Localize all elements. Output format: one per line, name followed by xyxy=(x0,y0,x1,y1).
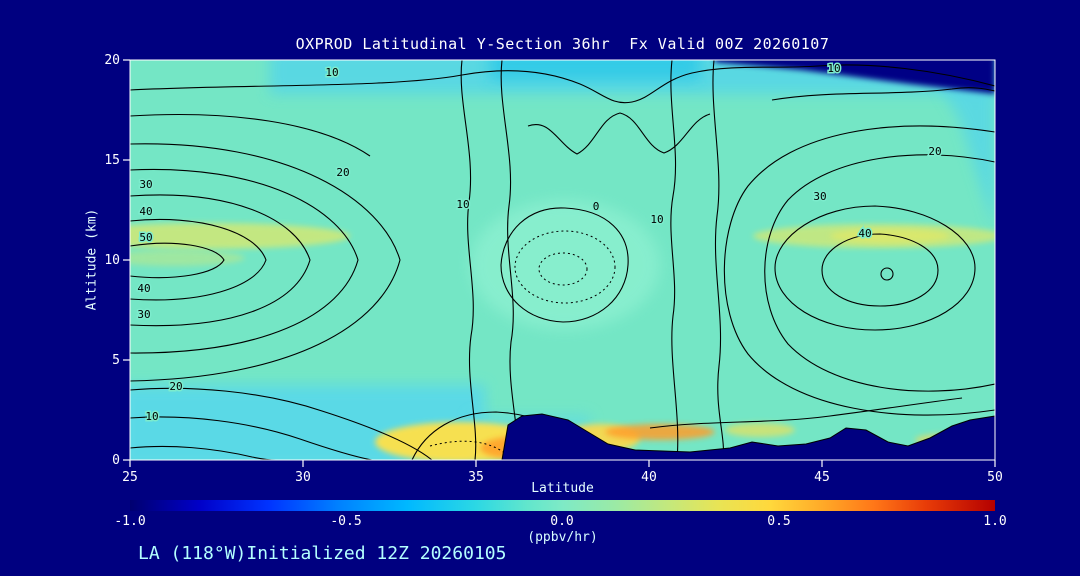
contour-line xyxy=(880,267,894,281)
contour-line xyxy=(670,60,679,460)
x-tick-label: 25 xyxy=(122,470,138,485)
contour-label: 20 xyxy=(928,145,941,158)
contour-label: 40 xyxy=(139,205,152,218)
contour-label: 30 xyxy=(137,308,150,321)
contour-lines-layer xyxy=(130,60,995,460)
colorbar-tick-label: 0.0 xyxy=(550,514,574,529)
contour-label: 10 xyxy=(456,198,469,211)
contour-label: 10 xyxy=(325,66,338,79)
colorbar-tick-label: -0.5 xyxy=(330,514,362,529)
y-tick-label: 15 xyxy=(104,153,120,168)
shading-blob xyxy=(490,60,700,80)
shading-blob xyxy=(925,60,995,230)
contour-line xyxy=(774,205,976,331)
shading-blob xyxy=(470,200,660,330)
colorbar-tick-label: -1.0 xyxy=(114,514,146,529)
contour-line xyxy=(130,194,311,327)
contour-label: 40 xyxy=(858,227,871,240)
contour-plot-svg: 10 10 20 30 40 50 40 30 20 10 10 0 10 20… xyxy=(104,53,1002,485)
contour-line xyxy=(130,416,373,460)
y-tick-label: 10 xyxy=(104,253,120,268)
contour-line xyxy=(771,87,995,101)
contour-field: 10 10 20 30 40 50 40 30 20 10 10 0 10 20… xyxy=(130,60,995,460)
contour-label: 10 xyxy=(650,213,663,226)
shading-blob xyxy=(725,423,795,437)
dark-shading-top-right xyxy=(715,60,995,94)
y-tick-label: 5 xyxy=(112,353,120,368)
contour-line-dotted xyxy=(429,440,504,453)
contour-label: 0 xyxy=(593,200,600,213)
axis-ticks xyxy=(123,59,996,467)
contour-line xyxy=(130,143,401,382)
terrain-mask xyxy=(501,413,995,460)
contour-line xyxy=(723,125,995,416)
plot-title: OXPROD Latitudinal Y-Section 36hr Fx Val… xyxy=(295,35,830,53)
contour-line xyxy=(712,60,725,460)
x-tick-label: 35 xyxy=(468,470,484,485)
contour-label: 30 xyxy=(813,190,826,203)
axes-layer: 25 30 35 40 45 50 20 15 10 5 0 xyxy=(104,53,1002,485)
contour-label: 50 xyxy=(139,231,152,244)
colorbar-tick-label: 1.0 xyxy=(983,514,1007,529)
x-tick-label: 30 xyxy=(295,470,311,485)
contour-line xyxy=(460,60,477,460)
contour-line xyxy=(130,64,995,104)
y-tick-label: 0 xyxy=(112,453,120,468)
contour-line xyxy=(821,233,939,307)
contour-line xyxy=(130,218,267,301)
contour-line xyxy=(500,60,519,460)
contour-line-dotted xyxy=(538,252,588,286)
colorbar xyxy=(130,500,995,511)
shading-blob xyxy=(830,229,950,243)
contour-line xyxy=(130,242,225,279)
contour-line xyxy=(764,154,995,392)
contour-line xyxy=(527,112,711,155)
shading-blob xyxy=(605,424,715,440)
contour-label: 10 xyxy=(827,62,840,75)
y-axis-label: Altitude (km) xyxy=(84,208,100,311)
shading-blob xyxy=(130,250,245,266)
contour-line xyxy=(130,387,433,460)
init-time-label: LA (118°W)Initialized 12Z 20260105 xyxy=(138,543,507,564)
y-tick-label: 20 xyxy=(104,53,120,68)
x-tick-label: 50 xyxy=(987,470,1003,485)
x-tick-label: 45 xyxy=(814,470,830,485)
contour-line-dotted xyxy=(514,230,616,304)
contour-label: 40 xyxy=(137,282,150,295)
x-tick-label: 40 xyxy=(641,470,657,485)
contour-line xyxy=(649,397,963,429)
colorbar-tick-label: 0.5 xyxy=(767,514,791,529)
shading-blob xyxy=(130,223,350,249)
contour-labels-layer: 10 10 20 30 40 50 40 30 20 10 10 0 10 20… xyxy=(136,61,943,425)
contour-label: 10 xyxy=(145,410,158,423)
contour-label: 20 xyxy=(169,380,182,393)
x-tick-labels: 25 30 35 40 45 50 xyxy=(122,470,1003,485)
colorbar-units-label: (ppbv/hr) xyxy=(527,530,598,545)
contour-line xyxy=(130,113,371,157)
contour-line-zero xyxy=(500,207,629,323)
contour-label: 30 xyxy=(139,178,152,191)
contour-line xyxy=(130,168,359,354)
x-axis-label: Latitude xyxy=(531,481,594,496)
y-tick-labels: 20 15 10 5 0 xyxy=(104,53,120,468)
contour-label: 20 xyxy=(336,166,349,179)
